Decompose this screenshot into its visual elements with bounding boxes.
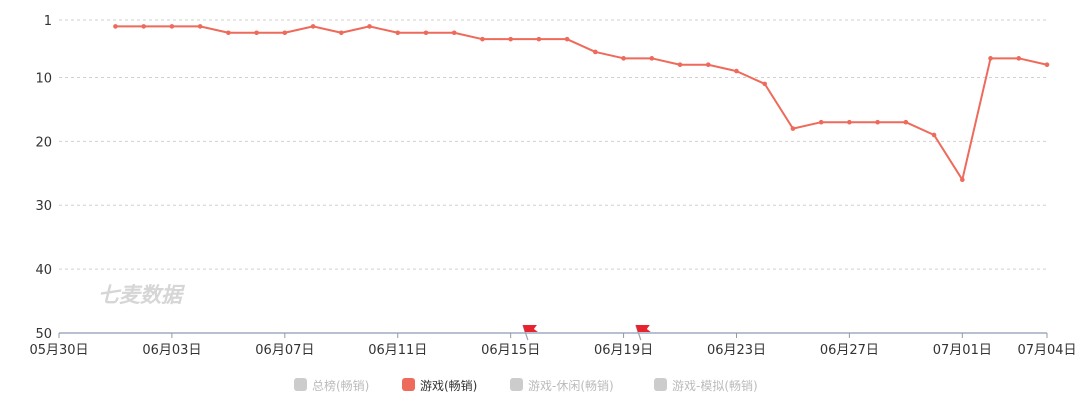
x-tick-label: 06月23日: [707, 343, 766, 358]
x-tick-label: 05月30日: [29, 343, 88, 358]
data-point: [790, 126, 796, 131]
x-tick-label: 07月04日: [1017, 343, 1076, 358]
y-tick-label: 30: [35, 199, 52, 214]
data-point: [338, 30, 344, 36]
watermark-text: 七麦数据: [98, 283, 186, 307]
data-point: [367, 24, 372, 29]
data-point: [762, 81, 768, 87]
data-point: [113, 24, 118, 29]
flag-cloth: [522, 325, 538, 332]
y-tick-label: 40: [35, 263, 52, 278]
legend-label: 游戏-模拟(畅销): [672, 379, 758, 393]
data-point: [649, 56, 655, 61]
y-axis: 1 10 20 30 40 50: [35, 14, 52, 342]
data-point: [254, 30, 259, 36]
data-point: [310, 24, 316, 29]
legend-label: 游戏-休闲(畅销): [528, 379, 614, 393]
data-point: [564, 36, 570, 42]
legend: 总榜(畅销) 游戏(畅销) 游戏-休闲(畅销) 游戏-模拟(畅销): [294, 378, 758, 393]
grid-lines: [59, 19, 1047, 270]
data-point: [621, 56, 626, 61]
legend-label: 总榜(畅销): [312, 378, 369, 393]
x-tick-label: 07月01日: [933, 343, 992, 358]
data-point: [903, 119, 909, 125]
data-point: [960, 177, 965, 182]
data-point: [1044, 62, 1050, 68]
x-tick-label: 06月19日: [594, 343, 653, 358]
data-point: [197, 24, 203, 29]
legend-item[interactable]: 总榜(畅销): [294, 378, 369, 393]
data-point: [423, 30, 429, 36]
data-point: [705, 62, 711, 68]
data-point: [169, 24, 175, 29]
legend-swatch: [402, 378, 415, 391]
x-tick-label: 06月11日: [368, 343, 427, 358]
data-point: [847, 119, 852, 125]
series-layer: [113, 24, 1050, 182]
data-point: [282, 30, 288, 36]
x-tick-label: 06月03日: [142, 343, 201, 358]
data-point: [818, 119, 824, 125]
data-point: [451, 30, 457, 36]
flag-icon: [522, 324, 538, 341]
data-point: [875, 119, 880, 125]
legend-swatch: [510, 378, 523, 391]
legend-label: 游戏(畅销): [420, 379, 477, 393]
legend-swatch: [294, 378, 307, 391]
series-line: [115, 25, 1048, 181]
data-point: [226, 30, 231, 36]
x-tick-label: 06月27日: [820, 343, 879, 358]
y-tick-label: 20: [35, 135, 52, 150]
data-point: [141, 24, 146, 29]
legend-swatch: [654, 378, 667, 391]
data-point: [988, 56, 993, 61]
flag-icon: [635, 324, 651, 341]
data-point: [536, 36, 542, 42]
data-point: [593, 49, 598, 55]
x-axis: 05月30日 06月03日 06月07日 06月11日 06月15日 06月19日 06月2…: [29, 332, 1077, 358]
y-tick-label: 10: [35, 71, 52, 86]
legend-item[interactable]: 游戏-休闲(畅销): [510, 378, 614, 393]
data-point: [480, 36, 485, 42]
event-markers: [522, 324, 651, 341]
data-point: [734, 68, 739, 74]
flag-cloth: [635, 325, 651, 332]
legend-item[interactable]: 游戏-模拟(畅销): [654, 378, 758, 393]
data-point: [677, 62, 683, 68]
y-tick-label: 1: [44, 14, 52, 29]
data-point: [508, 36, 513, 42]
data-point: [931, 132, 937, 138]
x-tick-label: 06月15日: [481, 343, 540, 358]
y-tick-label: 50: [35, 327, 52, 342]
data-point: [1016, 56, 1022, 61]
x-tick-label: 06月07日: [255, 343, 314, 358]
data-point: [395, 30, 401, 36]
legend-item[interactable]: 游戏(畅销): [402, 378, 477, 393]
